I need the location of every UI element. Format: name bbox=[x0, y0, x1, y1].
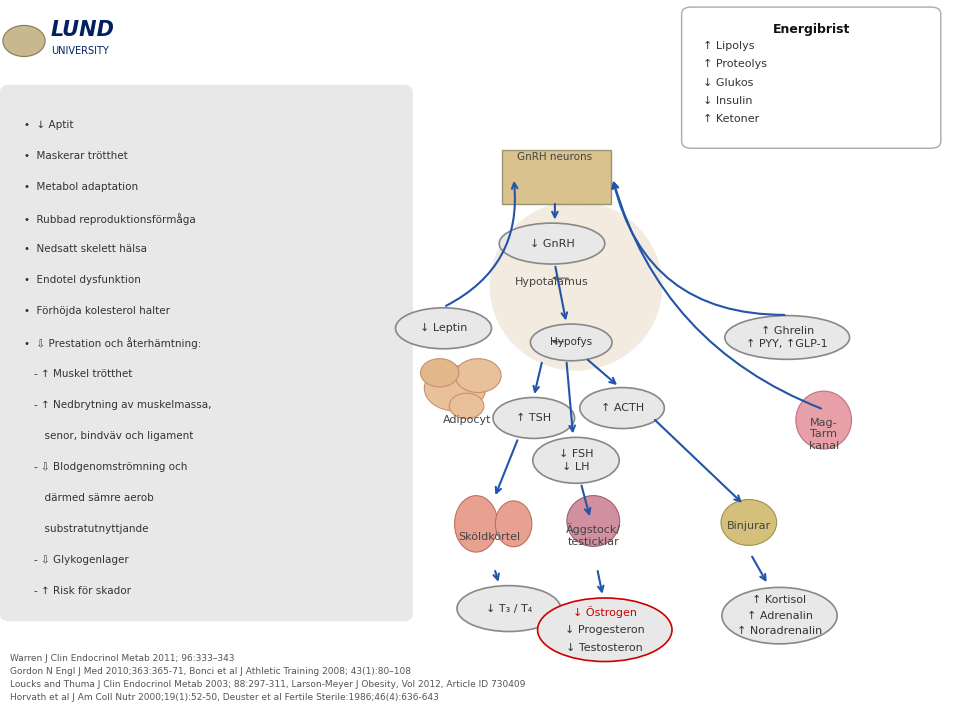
Ellipse shape bbox=[495, 501, 532, 546]
FancyBboxPatch shape bbox=[682, 7, 941, 148]
Text: Adipocyt: Adipocyt bbox=[444, 415, 492, 425]
Text: LUND: LUND bbox=[51, 20, 115, 40]
Text: Gordon N Engl J Med 2010;363:365-71, Bonci et al J Athletic Training 2008; 43(1): Gordon N Engl J Med 2010;363:365-71, Bon… bbox=[10, 667, 411, 676]
Text: ↓ Glukos: ↓ Glukos bbox=[703, 78, 753, 88]
Text: - ↑ Risk för skador: - ↑ Risk för skador bbox=[34, 586, 131, 596]
Text: ↑ Ghrelin: ↑ Ghrelin bbox=[760, 326, 814, 336]
Ellipse shape bbox=[533, 437, 619, 483]
Text: ↓ Insulin: ↓ Insulin bbox=[703, 96, 753, 106]
Text: UNIVERSITY: UNIVERSITY bbox=[51, 46, 108, 56]
Text: ↓ Östrogen: ↓ Östrogen bbox=[573, 606, 636, 618]
Ellipse shape bbox=[396, 308, 492, 349]
FancyBboxPatch shape bbox=[0, 85, 413, 621]
Text: Hypofys: Hypofys bbox=[550, 337, 592, 347]
Text: Energibrist: Energibrist bbox=[773, 23, 850, 35]
Text: - ⇩ Glykogenlager: - ⇩ Glykogenlager bbox=[34, 555, 129, 565]
Text: •  Nedsatt skelett hälsa: • Nedsatt skelett hälsa bbox=[24, 244, 147, 254]
Text: ↓ Testosteron: ↓ Testosteron bbox=[566, 642, 643, 652]
Text: •  Förhöjda kolesterol halter: • Förhöjda kolesterol halter bbox=[24, 306, 170, 316]
Text: substratutnyttjande: substratutnyttjande bbox=[38, 524, 149, 534]
Text: Äggstock/
testicklar: Äggstock/ testicklar bbox=[565, 523, 621, 547]
Text: Sköldkörtel: Sköldkörtel bbox=[459, 532, 520, 542]
Circle shape bbox=[449, 393, 484, 419]
Circle shape bbox=[455, 359, 501, 393]
FancyBboxPatch shape bbox=[502, 150, 611, 204]
Text: •  Maskerar trötthet: • Maskerar trötthet bbox=[24, 151, 128, 161]
Text: Hypotalamus: Hypotalamus bbox=[515, 277, 588, 287]
Text: ↑ Adrenalin: ↑ Adrenalin bbox=[747, 611, 812, 621]
Ellipse shape bbox=[530, 324, 612, 361]
Ellipse shape bbox=[538, 598, 672, 662]
Text: ↓ GnRH: ↓ GnRH bbox=[530, 239, 574, 249]
Ellipse shape bbox=[490, 201, 662, 371]
Text: Mag-
Tarm
kanal: Mag- Tarm kanal bbox=[808, 417, 839, 451]
Text: - ↑ Nedbrytning av muskelmassa,: - ↑ Nedbrytning av muskelmassa, bbox=[34, 400, 211, 409]
Text: Binjurar: Binjurar bbox=[727, 521, 771, 531]
Text: Warren J Clin Endocrinol Metab 2011; 96:333–343: Warren J Clin Endocrinol Metab 2011; 96:… bbox=[10, 654, 234, 664]
Ellipse shape bbox=[454, 496, 497, 552]
Text: ↑ Kortisol: ↑ Kortisol bbox=[753, 595, 806, 605]
Text: ↑ PYY, ↑GLP-1: ↑ PYY, ↑GLP-1 bbox=[746, 339, 828, 349]
Text: GnRH neurons: GnRH neurons bbox=[517, 152, 592, 162]
Text: ↑ Noradrenalin: ↑ Noradrenalin bbox=[737, 626, 822, 636]
Circle shape bbox=[420, 359, 459, 387]
Text: •  Rubbad reproduktionsförmåga: • Rubbad reproduktionsförmåga bbox=[24, 213, 196, 225]
Ellipse shape bbox=[721, 500, 777, 545]
Text: •  ⇩ Prestation och återhämtning:: • ⇩ Prestation och återhämtning: bbox=[24, 337, 202, 349]
Circle shape bbox=[3, 25, 45, 56]
Text: ↓ LH: ↓ LH bbox=[563, 462, 589, 472]
Text: ↑ Ketoner: ↑ Ketoner bbox=[703, 114, 759, 124]
Ellipse shape bbox=[457, 585, 561, 631]
Text: •  Endotel dysfunktion: • Endotel dysfunktion bbox=[24, 275, 141, 285]
Text: ↑ Lipolys: ↑ Lipolys bbox=[703, 41, 755, 51]
Text: därmed sämre aerob: därmed sämre aerob bbox=[38, 493, 155, 503]
Text: ↓ Progesteron: ↓ Progesteron bbox=[564, 625, 645, 635]
Text: •  Metabol adaptation: • Metabol adaptation bbox=[24, 182, 138, 192]
Text: - ↑ Muskel trötthet: - ↑ Muskel trötthet bbox=[34, 369, 132, 378]
Ellipse shape bbox=[722, 587, 837, 644]
Text: ↑ Proteolys: ↑ Proteolys bbox=[703, 59, 767, 69]
Text: ↑ ACTH: ↑ ACTH bbox=[601, 403, 643, 413]
Ellipse shape bbox=[725, 316, 850, 359]
Text: Loucks and Thuma J Clin Endocrinol Metab 2003; 88:297-311, Larson-Meyer J Obesit: Loucks and Thuma J Clin Endocrinol Metab… bbox=[10, 680, 525, 689]
Circle shape bbox=[424, 366, 486, 411]
Ellipse shape bbox=[566, 496, 620, 546]
Text: ↓ FSH: ↓ FSH bbox=[559, 449, 593, 459]
Text: ↑ TSH: ↑ TSH bbox=[516, 413, 551, 423]
Text: •  ↓ Aptit: • ↓ Aptit bbox=[24, 120, 74, 130]
Ellipse shape bbox=[499, 223, 605, 264]
Text: ↓ T₃ / T₄: ↓ T₃ / T₄ bbox=[486, 604, 532, 614]
Ellipse shape bbox=[493, 397, 574, 438]
Text: ↓ Leptin: ↓ Leptin bbox=[420, 323, 468, 333]
Ellipse shape bbox=[580, 388, 664, 429]
Text: - ⇩ Blodgenomströmning och: - ⇩ Blodgenomströmning och bbox=[34, 462, 187, 472]
Ellipse shape bbox=[796, 391, 852, 449]
Text: senor, bindväv och ligament: senor, bindväv och ligament bbox=[38, 431, 194, 441]
Text: Horvath et al J Am Coll Nutr 2000;19(1):52-50, Deuster et al Fertile Sterile:198: Horvath et al J Am Coll Nutr 2000;19(1):… bbox=[10, 693, 439, 702]
